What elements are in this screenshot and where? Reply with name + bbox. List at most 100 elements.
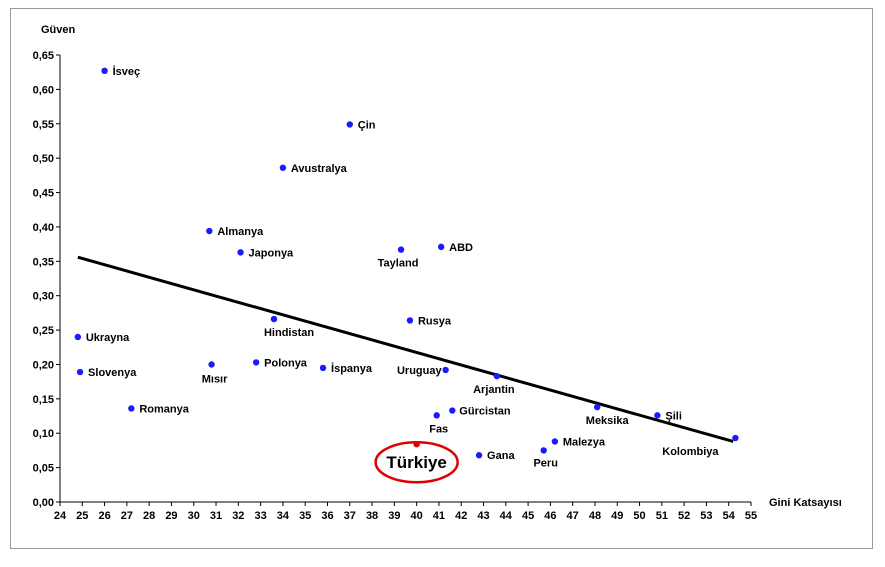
data-point-label: Japonya xyxy=(249,247,295,259)
data-point-label: Gana xyxy=(487,450,515,462)
data-point xyxy=(551,438,559,445)
x-tick-label: 31 xyxy=(210,510,222,522)
y-tick-label: 0,55 xyxy=(33,119,54,131)
x-tick-label: 53 xyxy=(700,510,712,522)
data-point xyxy=(732,434,739,442)
y-tick-label: 0,20 xyxy=(33,359,54,371)
x-tick-label: 40 xyxy=(411,510,423,522)
data-point-label: Slovenya xyxy=(88,367,137,379)
data-point xyxy=(101,67,108,75)
x-tick-label: 37 xyxy=(344,510,356,522)
x-tick-label: 43 xyxy=(477,510,489,522)
data-point-label: Uruguay xyxy=(397,365,443,377)
data-point xyxy=(433,412,440,419)
x-tick-label: 49 xyxy=(611,510,623,522)
data-point-label: Rusya xyxy=(418,315,452,327)
y-tick-label: 0,10 xyxy=(33,428,54,440)
x-tick-label: 52 xyxy=(678,510,690,522)
data-point xyxy=(319,364,327,372)
data-point-label: ABD xyxy=(449,242,473,254)
y-tick-label: 0,00 xyxy=(33,497,54,509)
highlight-label: Türkiye xyxy=(386,453,446,472)
x-tick-label: 48 xyxy=(589,510,601,522)
y-tick-label: 0,05 xyxy=(33,463,54,475)
y-tick-label: 0,35 xyxy=(33,256,54,268)
x-tick-label: 26 xyxy=(98,510,110,522)
x-tick-label: 36 xyxy=(321,510,333,522)
y-axis-title: Güven xyxy=(41,24,76,36)
data-point xyxy=(128,405,135,412)
y-tick-label: 0,50 xyxy=(33,153,54,165)
x-tick-label: 24 xyxy=(54,510,67,522)
highlight-ellipse xyxy=(374,440,459,484)
data-point-label: Peru xyxy=(533,457,557,469)
y-tick-label: 0,30 xyxy=(33,291,54,303)
y-tick-label: 0,60 xyxy=(33,84,54,96)
data-point xyxy=(406,317,414,324)
data-point-label: Çin xyxy=(358,119,376,131)
x-tick-label: 46 xyxy=(544,510,556,522)
chart-frame: 0,00 0,05 0,10 0,15 0,20 0,25 0,30 0,35 0,40 0,45… xyxy=(10,8,873,549)
data-point-label: Mısır xyxy=(202,373,228,385)
x-tick-label: 51 xyxy=(656,510,668,522)
data-point xyxy=(442,366,449,374)
x-tick-label: 28 xyxy=(143,510,155,522)
x-tick-label: 38 xyxy=(366,510,378,522)
x-tick-label: 50 xyxy=(633,510,645,522)
data-point xyxy=(270,315,278,323)
x-tick-label: 42 xyxy=(455,510,467,522)
data-point xyxy=(397,246,405,253)
data-point xyxy=(208,361,215,368)
data-point-label: Arjantin xyxy=(473,384,515,396)
trendline xyxy=(77,255,734,443)
data-point xyxy=(279,164,287,171)
x-tick-label: 41 xyxy=(433,510,445,522)
x-tick-label: 55 xyxy=(745,510,757,522)
x-tick-label: 33 xyxy=(254,510,266,522)
x-tick-label: 45 xyxy=(522,510,534,522)
x-tick-label: 29 xyxy=(165,510,177,522)
data-point-label: Meksika xyxy=(586,415,630,427)
y-tick-label: 0,40 xyxy=(33,222,54,234)
data-point xyxy=(437,243,445,251)
x-tick-label: 39 xyxy=(388,510,400,522)
data-point-label: Kolombiya xyxy=(662,446,719,458)
x-tick-label: 30 xyxy=(188,510,200,522)
x-tick-label: 25 xyxy=(76,510,88,522)
x-tick-label: 35 xyxy=(299,510,311,522)
data-point-label: Romanya xyxy=(139,403,189,415)
data-point xyxy=(252,359,260,366)
scatter-chart: 0,00 0,05 0,10 0,15 0,20 0,25 0,30 0,35 0,40 0,45… xyxy=(33,24,842,522)
data-point-label: Malezya xyxy=(563,436,606,448)
data-point xyxy=(449,407,456,414)
data-point-label: Hindistan xyxy=(264,327,314,339)
x-tick-label: 27 xyxy=(121,510,133,522)
data-point xyxy=(493,372,501,380)
data-point xyxy=(346,121,353,128)
x-tick-label: 34 xyxy=(277,510,290,522)
data-point xyxy=(206,227,213,235)
x-tick-label: 44 xyxy=(500,510,513,522)
data-point xyxy=(74,333,82,341)
data-point-label: Polonya xyxy=(264,357,308,369)
y-tick-label: 0,65 xyxy=(33,50,54,62)
data-point xyxy=(76,368,84,376)
y-tick-label: 0,25 xyxy=(33,325,54,337)
data-point xyxy=(593,403,601,411)
data-point xyxy=(475,452,483,459)
data-point-label: İsveç xyxy=(113,65,141,78)
data-point-label: Ukrayna xyxy=(86,332,130,344)
y-tick-label: 0,45 xyxy=(33,188,54,200)
x-axis-title: Gini Katsayısı xyxy=(769,497,842,509)
x-tick-label: 54 xyxy=(723,510,736,522)
data-point-label: Şili xyxy=(665,410,682,422)
x-tick-label: 32 xyxy=(232,510,244,522)
data-point-label: Tayland xyxy=(378,258,419,270)
data-point-label: Almanya xyxy=(217,226,264,238)
data-point-label: Gürcistan xyxy=(459,406,511,418)
data-point-label: Fas xyxy=(429,423,448,435)
data-point xyxy=(540,447,547,454)
data-point-label: Avustralya xyxy=(291,163,348,175)
y-tick-label: 0,15 xyxy=(33,394,54,406)
data-point xyxy=(237,249,244,256)
